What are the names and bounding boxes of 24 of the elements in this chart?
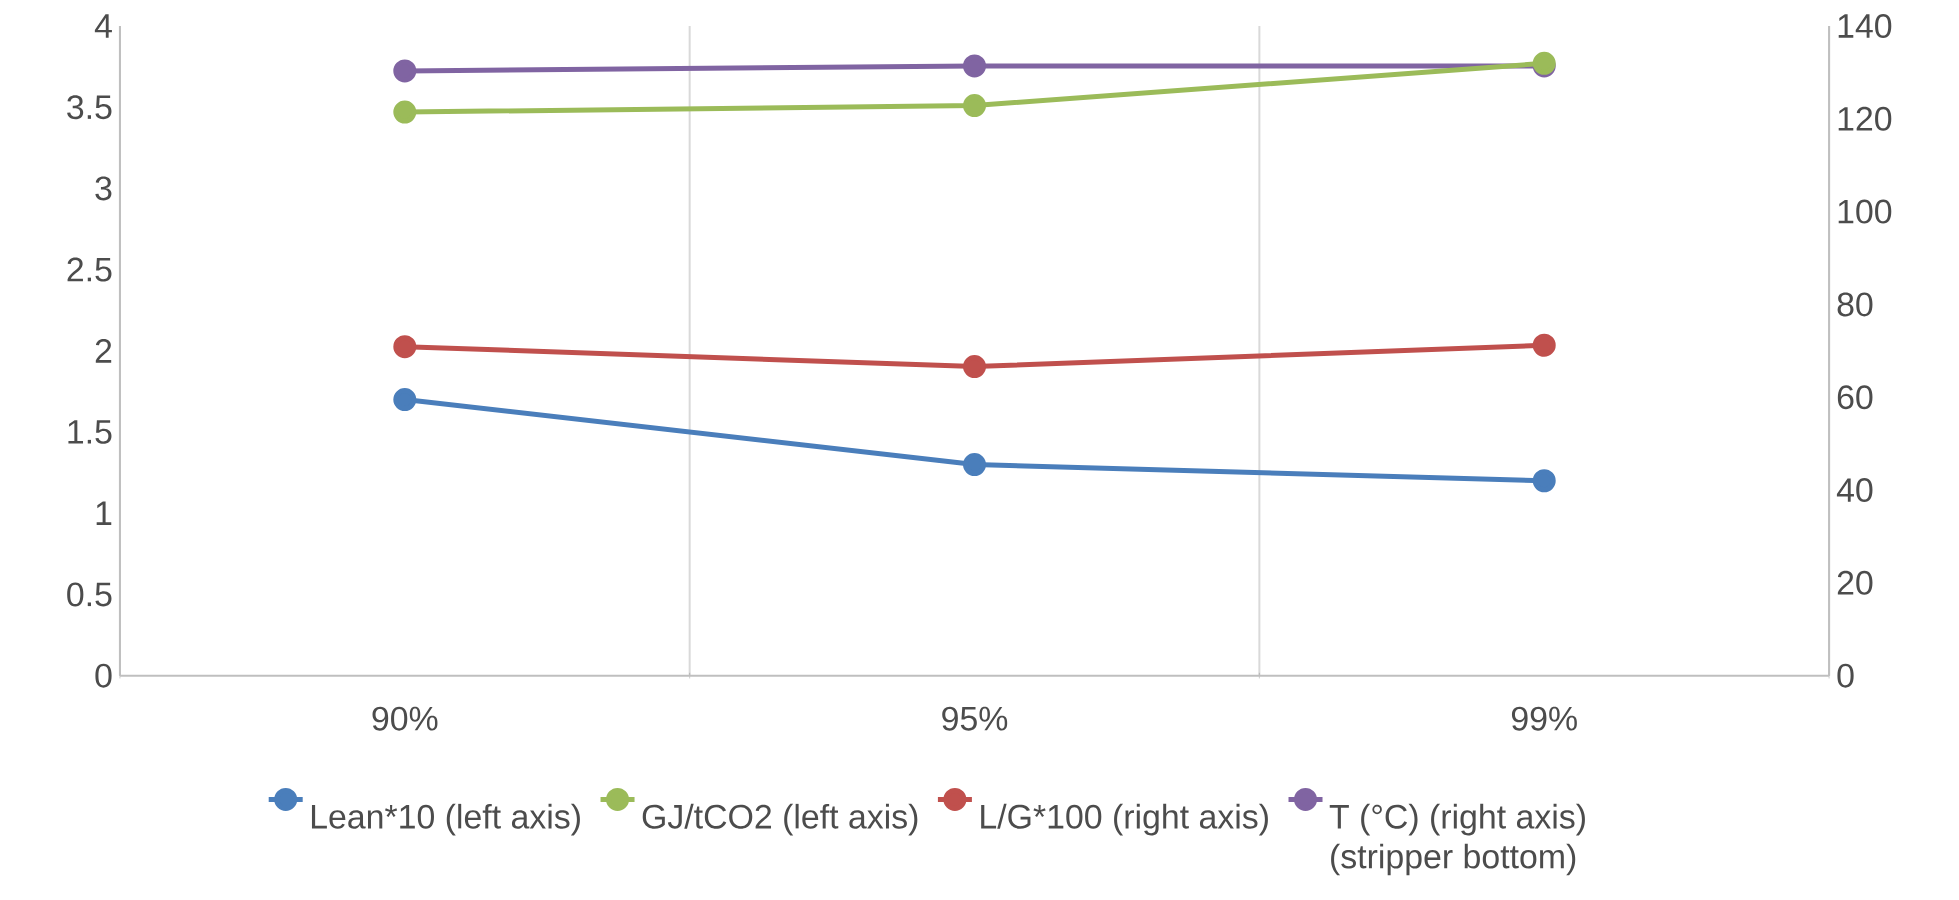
x-tick-label: 99% — [1511, 706, 1577, 731]
y-tick-label: 3 — [95, 176, 112, 201]
legend-label: L/G*100 (right axis) — [981, 804, 1268, 836]
y-tick-label: 0 — [95, 663, 112, 688]
y2-tick-label: 120 — [1838, 107, 1892, 132]
y2-tick-label: 40 — [1836, 478, 1873, 503]
y2-tick-label: 100 — [1838, 199, 1892, 224]
legend-label: T (°C) (right axis) (stripper bottom) — [1329, 804, 1585, 876]
y2-tick-label: 60 — [1837, 385, 1873, 410]
y2-tick-label: 0 — [1837, 663, 1854, 688]
x-tick-label: 90% — [372, 706, 438, 731]
y-tick-label: 2.5 — [67, 257, 112, 282]
y2-tick-label: 140 — [1838, 14, 1892, 39]
y2-tick-label: 80 — [1837, 292, 1873, 317]
y-tick-label: 1.5 — [68, 420, 112, 445]
y-tick-label: 0.5 — [67, 582, 112, 607]
y2-tick-label: 20 — [1837, 571, 1873, 596]
y-tick-label: 1 — [96, 501, 112, 526]
y-tick-label: 3.5 — [67, 95, 112, 120]
x-tick-label: 95% — [942, 706, 1008, 731]
y-tick-label: 4 — [94, 14, 112, 38]
y-tick-label: 2 — [95, 339, 112, 363]
legend-label: Lean*10 (left axis) — [311, 804, 580, 836]
legend-label: GJ/tCO2 (left axis) — [642, 804, 918, 836]
